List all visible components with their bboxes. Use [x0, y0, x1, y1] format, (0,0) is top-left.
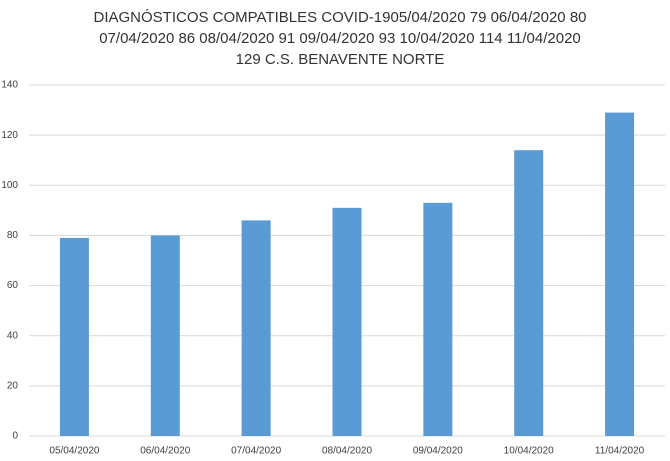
- y-tick-label: 20: [7, 380, 19, 391]
- chart-title: DIAGNÓSTICOS COMPATIBLES COVID-1905/04/2…: [93, 9, 586, 26]
- y-tick-label: 0: [12, 431, 18, 442]
- x-tick-label: 09/04/2020: [413, 446, 463, 457]
- x-tick-label: 10/04/2020: [504, 446, 554, 457]
- y-tick-label: 140: [1, 80, 18, 91]
- bar: [605, 112, 635, 436]
- y-tick-label: 40: [7, 330, 19, 341]
- y-tick-label: 100: [1, 180, 18, 191]
- x-tick-label: 07/04/2020: [231, 446, 281, 457]
- y-tick-label: 80: [7, 230, 19, 241]
- bar: [150, 235, 180, 436]
- y-tick-label: 120: [1, 130, 18, 141]
- y-tick-label: 60: [7, 280, 19, 291]
- chart-title: 07/04/2020 86 08/04/2020 91 09/04/2020 9…: [99, 30, 581, 47]
- bar: [514, 150, 544, 436]
- chart-title: 129 C.S. BENAVENTE NORTE: [236, 51, 445, 68]
- bar: [241, 220, 271, 436]
- bar: [59, 237, 89, 436]
- x-tick-label: 05/04/2020: [49, 446, 99, 457]
- x-tick-label: 11/04/2020: [595, 446, 645, 457]
- bar: [423, 202, 453, 436]
- bar: [332, 207, 362, 436]
- x-tick-label: 06/04/2020: [140, 446, 190, 457]
- x-tick-label: 08/04/2020: [322, 446, 372, 457]
